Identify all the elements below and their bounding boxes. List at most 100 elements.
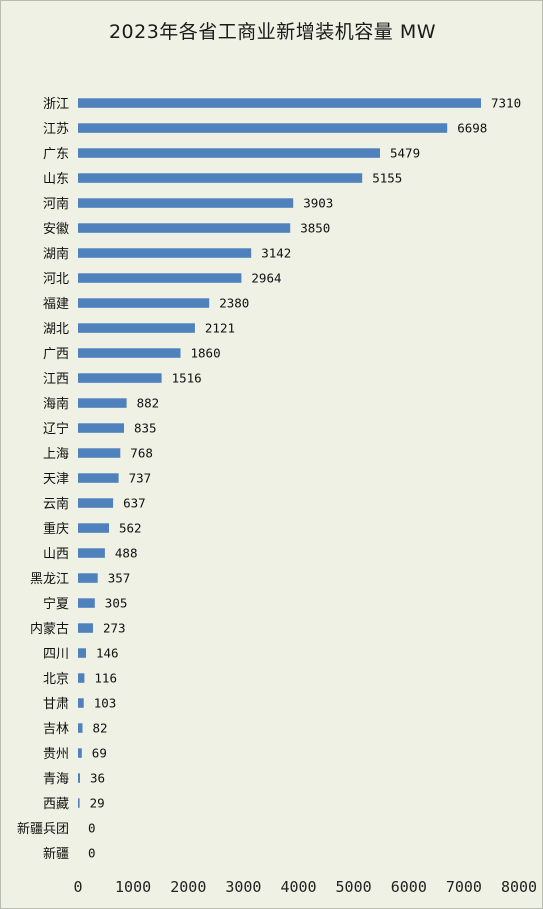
value-label: 768 [130, 446, 153, 461]
value-label: 5479 [390, 146, 420, 161]
bar [78, 348, 181, 358]
category-label: 天津 [43, 472, 69, 487]
bar [78, 448, 121, 458]
x-axis-ticks: 0 1000 2000 3000 4000 5000 6000 7000 8000 [73, 878, 537, 896]
category-label: 江苏 [43, 121, 69, 137]
bar [78, 748, 82, 758]
category-label: 海南 [43, 396, 69, 412]
value-label: 2121 [205, 321, 235, 336]
bar [78, 148, 380, 158]
value-label: 116 [94, 671, 117, 686]
value-label: 3903 [303, 196, 333, 211]
category-label: 四川 [43, 647, 69, 662]
value-label: 146 [96, 646, 119, 661]
category-label: 山西 [43, 547, 69, 562]
bar [78, 473, 119, 483]
bar [78, 198, 294, 208]
bar [78, 523, 109, 533]
category-label: 黑龙江 [30, 572, 69, 587]
category-label: 安徽 [43, 222, 69, 237]
category-label: 内蒙古 [30, 621, 69, 637]
category-label: 广西 [43, 347, 69, 362]
bar [78, 123, 448, 133]
category-label: 重庆 [43, 521, 69, 537]
category-label: 辽宁 [43, 421, 69, 437]
bar [78, 98, 481, 108]
category-label: 上海 [43, 447, 69, 462]
category-label: 新疆 [43, 846, 69, 862]
bar [78, 698, 84, 708]
x-tick-label: 4000 [280, 878, 316, 896]
category-label: 北京 [43, 672, 69, 687]
x-tick-label: 3000 [225, 878, 261, 896]
value-label: 2380 [219, 296, 249, 311]
value-label: 1860 [191, 346, 221, 361]
x-tick-label: 7000 [446, 878, 482, 896]
bar [78, 598, 95, 608]
category-label: 浙江 [43, 97, 69, 112]
bar [78, 573, 98, 583]
category-labels: 浙江江苏广东山东河南安徽湖南河北福建湖北广西江西海南辽宁上海天津云南重庆山西黑龙… [17, 97, 69, 862]
value-label: 69 [92, 746, 107, 761]
category-label: 河南 [43, 196, 69, 212]
category-label: 河北 [43, 272, 69, 287]
value-label: 562 [119, 521, 142, 536]
bar [78, 173, 363, 183]
value-label: 305 [105, 596, 128, 611]
bar [78, 223, 291, 233]
category-label: 湖北 [43, 322, 69, 337]
value-label: 2964 [251, 271, 281, 286]
category-label: 广东 [43, 147, 69, 162]
value-label: 0 [88, 821, 96, 836]
value-label: 835 [134, 421, 157, 436]
category-label: 新疆兵团 [17, 821, 69, 837]
category-label: 西藏 [43, 797, 69, 812]
category-label: 福建 [43, 297, 69, 312]
x-tick-label: 2000 [170, 878, 206, 896]
bar [78, 248, 252, 258]
bar [78, 398, 127, 408]
value-label: 1516 [172, 371, 202, 386]
bar [78, 548, 105, 558]
value-label: 7310 [491, 96, 521, 111]
category-label: 贵州 [43, 747, 69, 762]
bar [78, 798, 80, 808]
bar [78, 773, 80, 783]
category-label: 青海 [43, 772, 69, 787]
bars-layer [78, 98, 481, 808]
x-tick-label: 5000 [336, 878, 372, 896]
category-label: 云南 [43, 496, 69, 512]
bar [78, 498, 114, 508]
bar [78, 273, 242, 283]
bar [78, 623, 93, 633]
value-label: 3850 [300, 221, 330, 236]
value-label: 273 [103, 621, 126, 636]
value-label: 82 [93, 721, 108, 736]
value-label: 36 [90, 771, 105, 786]
x-tick-label: 6000 [391, 878, 427, 896]
bar [78, 673, 85, 683]
value-label: 737 [129, 471, 152, 486]
bar [78, 423, 124, 433]
bar [78, 298, 210, 308]
bar [78, 648, 86, 658]
category-label: 甘肃 [43, 697, 69, 712]
value-label: 103 [94, 696, 117, 711]
category-label: 吉林 [43, 722, 69, 737]
value-label: 882 [137, 396, 160, 411]
x-tick-label: 1000 [115, 878, 151, 896]
category-label: 江西 [43, 372, 69, 387]
value-label: 3142 [261, 246, 291, 261]
value-label: 29 [90, 796, 105, 811]
bar [78, 723, 83, 733]
category-label: 湖南 [43, 246, 69, 262]
value-label: 488 [115, 546, 138, 561]
value-label: 5155 [372, 171, 402, 186]
value-label: 357 [108, 571, 131, 586]
category-label: 山东 [43, 172, 69, 187]
value-label: 637 [123, 496, 146, 511]
category-label: 宁夏 [43, 596, 69, 612]
